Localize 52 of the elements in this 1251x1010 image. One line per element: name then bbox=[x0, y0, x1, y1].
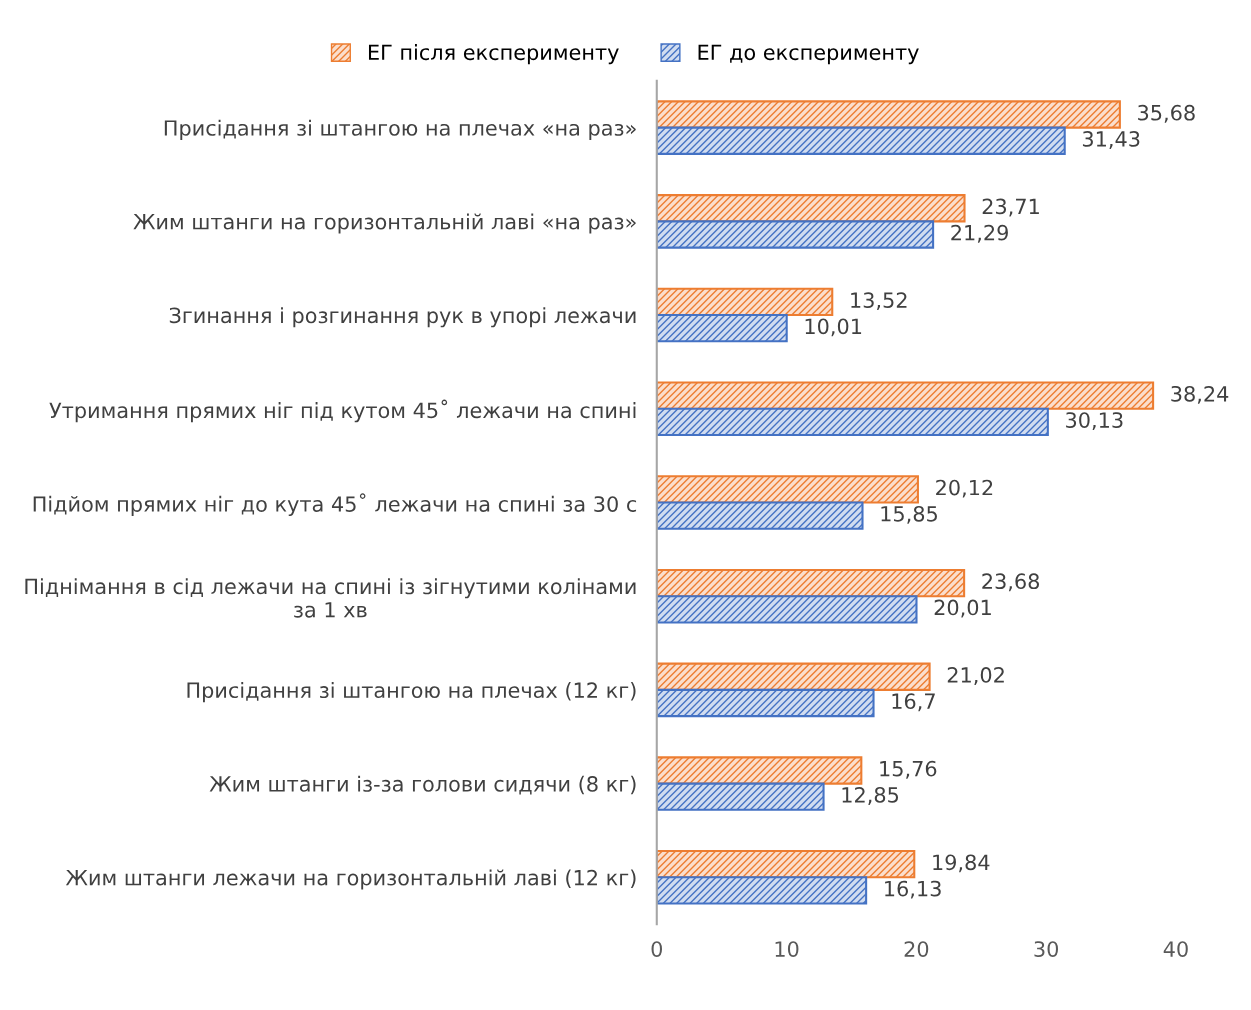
y-tick-label: Утримання прямих ніг під кутом 45˚ лежачи на спині bbox=[49, 399, 636, 423]
y-tick-label: Жим штанги із-за голови сидячи (8 кг) bbox=[209, 775, 636, 795]
y-tick-label: Жим штанги лежачи на горизонтальній лаві (12 кг) bbox=[65, 869, 636, 890]
bar bbox=[656, 568, 966, 598]
bar bbox=[656, 756, 863, 785]
bar bbox=[656, 126, 1066, 155]
bar bbox=[656, 850, 916, 879]
bar bbox=[656, 194, 966, 223]
bar bbox=[656, 475, 919, 504]
legend-label: ЕГ до експерименту bbox=[698, 44, 919, 65]
data-label: 23,71 bbox=[982, 198, 1039, 217]
data-label: 38,24 bbox=[1171, 385, 1229, 404]
y-tick-label: Присідання зі штангою на плечах (12 кг) bbox=[187, 681, 636, 703]
data-label: 31,43 bbox=[1082, 131, 1140, 149]
data-label: 35,68 bbox=[1138, 104, 1195, 123]
data-label: 15,76 bbox=[880, 760, 937, 779]
x-tick-label: 10 bbox=[775, 941, 799, 957]
x-tick-label: 40 bbox=[1163, 941, 1188, 957]
y-tick-label: Присідання зі штангою на плечах «на раз» bbox=[164, 119, 636, 140]
bar bbox=[656, 501, 864, 530]
data-label: 10,01 bbox=[805, 318, 862, 337]
data-label: 20,12 bbox=[936, 479, 993, 498]
bar bbox=[656, 407, 1049, 437]
y-tick-label: Піднімання в сід лежачи на спині із зігнутими колінами за 1 хв bbox=[25, 578, 636, 618]
data-label: 30,13 bbox=[1066, 412, 1123, 431]
bar bbox=[656, 876, 868, 905]
bar bbox=[656, 662, 931, 691]
data-label: 16,13 bbox=[885, 880, 941, 899]
data-label: 12,85 bbox=[842, 787, 899, 805]
data-label: 20,01 bbox=[934, 599, 991, 618]
bar bbox=[656, 287, 834, 317]
y-tick-label: Підйом прямих ніг до кута 45˚ лежачи на спині за 30 с bbox=[33, 493, 637, 516]
y-tick-label: Згинання і розгинання рук в упорі лежачи bbox=[169, 307, 636, 328]
data-label: 23,68 bbox=[982, 573, 1039, 592]
bar bbox=[656, 688, 875, 718]
data-label: 15,85 bbox=[881, 505, 937, 524]
legend-label: ЕГ після експерименту bbox=[368, 44, 619, 65]
bar bbox=[656, 782, 825, 811]
x-tick-label: 30 bbox=[1034, 941, 1059, 957]
x-tick-label: 20 bbox=[904, 941, 929, 957]
bar bbox=[656, 314, 788, 343]
bar bbox=[656, 100, 1121, 129]
data-label: 21,02 bbox=[947, 667, 1004, 685]
x-tick-label: 0 bbox=[651, 941, 663, 957]
data-label: 16,7 bbox=[892, 693, 935, 712]
data-label: 19,84 bbox=[933, 854, 990, 873]
data-label: 13,52 bbox=[851, 292, 907, 311]
bar bbox=[656, 595, 918, 624]
bar bbox=[656, 220, 935, 249]
bar bbox=[656, 381, 1155, 410]
data-label: 21,29 bbox=[951, 224, 1008, 243]
y-tick-label: Жим штанги на горизонтальній лаві «на раз» bbox=[133, 213, 636, 234]
